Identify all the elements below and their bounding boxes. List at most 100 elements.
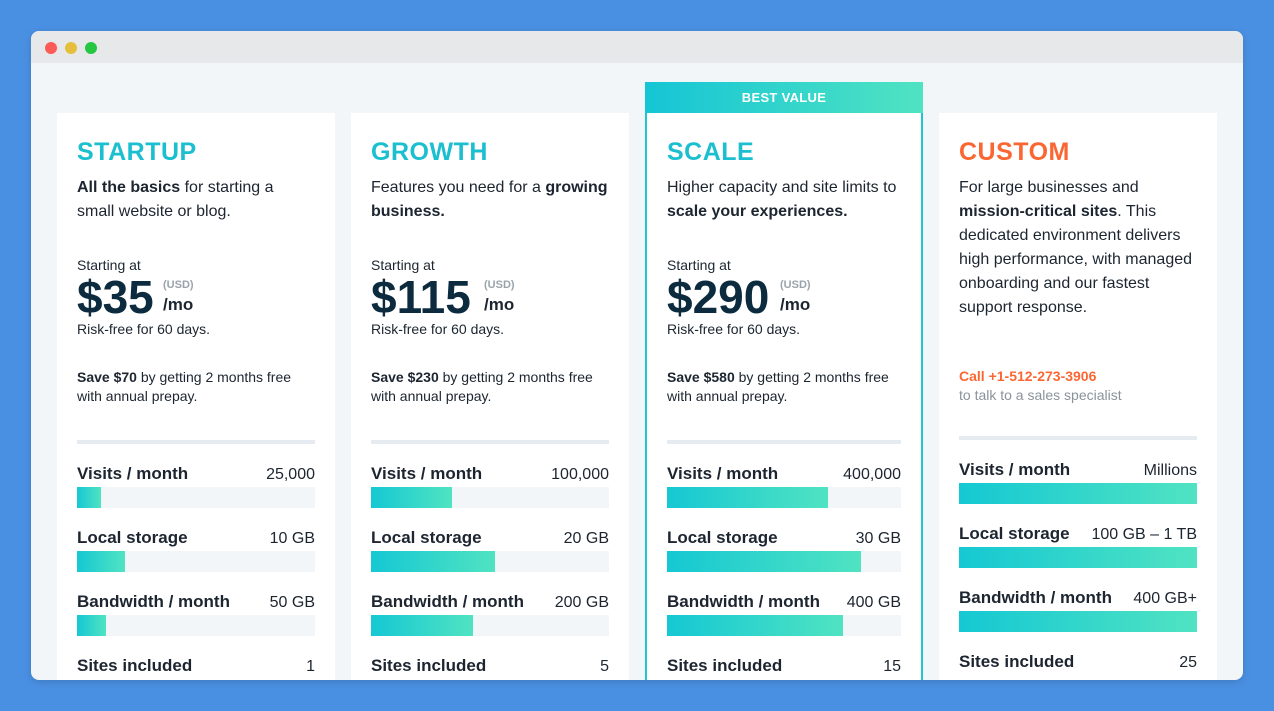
metric-bar-fill [77, 551, 125, 572]
price-amount: $35 [77, 271, 154, 323]
metric-bandwidth: Bandwidth / month 50 GB [77, 592, 315, 636]
minimize-window-dot[interactable] [65, 42, 77, 54]
metric-storage: Local storage 30 GB [667, 528, 901, 572]
metric-value: 30 GB [855, 530, 901, 547]
metric-bar-fill [959, 611, 1197, 632]
metric-bandwidth: Bandwidth / month 200 GB [371, 592, 609, 636]
metric-bar-fill [959, 547, 1197, 568]
divider [667, 440, 901, 444]
price-amount: $115 [371, 271, 471, 323]
sales-call-note: Call +1-512-273-3906 to talk to a sales … [959, 367, 1197, 405]
metric-value: 10 GB [269, 530, 315, 547]
metric-label: Visits / month [959, 460, 1071, 479]
sales-call-subtext: to talk to a sales specialist [959, 387, 1122, 403]
risk-free-note: Risk-free for 60 days. [77, 321, 211, 337]
metric-label: Sites included [667, 656, 783, 675]
plan-name: STARTUP [77, 138, 197, 166]
plan-card-custom: CUSTOM For large businesses and mission-… [939, 113, 1217, 680]
metric-bar-track [371, 487, 609, 508]
metric-label: Sites included [371, 656, 487, 675]
metric-value: 25 [1179, 654, 1197, 671]
metric-value: 200 GB [554, 594, 609, 611]
metric-visits: Visits / month 100,000 [371, 464, 609, 508]
metric-bar-fill [371, 487, 452, 508]
metric-bar-track [77, 551, 315, 572]
annual-savings-note: Save $580 by getting 2 months free with … [667, 369, 889, 404]
risk-free-note: Risk-free for 60 days. [371, 321, 505, 337]
price-row: $290 (USD) /mo [667, 273, 901, 321]
per-month-label: /mo [780, 295, 811, 314]
metric-bar-track [371, 615, 609, 636]
metric-label: Bandwidth / month [371, 592, 524, 611]
metric-value: 400 GB+ [1133, 590, 1197, 607]
window-titlebar [31, 31, 1243, 63]
metric-value: 50 GB [269, 594, 315, 611]
metric-bar-fill [667, 615, 843, 636]
metric-label: Bandwidth / month [959, 588, 1112, 607]
metric-label: Bandwidth / month [667, 592, 820, 611]
metric-value: 1 [306, 658, 315, 675]
metric-bar-track [371, 551, 609, 572]
metric-label: Visits / month [371, 464, 483, 483]
currency-label: (USD) [780, 279, 811, 291]
browser-window: STARTUP All the basics for starting a sm… [31, 31, 1243, 680]
maximize-window-dot[interactable] [85, 42, 97, 54]
metric-bar-fill [77, 487, 101, 508]
metric-visits: Visits / month 400,000 [667, 464, 901, 508]
metric-label: Bandwidth / month [77, 592, 230, 611]
close-window-dot[interactable] [45, 42, 57, 54]
metric-bar-fill [667, 551, 862, 572]
metric-sites: Sites included 5 [371, 656, 609, 678]
currency-label: (USD) [163, 279, 194, 291]
metric-visits: Visits / month 25,000 [77, 464, 315, 508]
metric-label: Local storage [959, 524, 1070, 543]
metric-bar-track [959, 611, 1197, 632]
starting-at-label: Starting at [77, 257, 141, 273]
metric-value: 15 [883, 658, 901, 675]
price-row: $115 (USD) /mo [371, 273, 609, 321]
metric-value: 25,000 [266, 466, 315, 483]
metric-bar-track [77, 487, 315, 508]
metric-label: Sites included [959, 652, 1075, 671]
metric-label: Visits / month [77, 464, 189, 483]
metric-bar-fill [371, 615, 474, 636]
plan-description: Higher capacity and site limits to scale… [667, 179, 897, 220]
metric-bar-track [959, 547, 1197, 568]
metric-label: Visits / month [667, 464, 779, 483]
metric-bar-track [667, 487, 901, 508]
currency-label: (USD) [484, 279, 515, 291]
plan-card-startup: STARTUP All the basics for starting a sm… [57, 113, 335, 680]
metric-storage: Local storage 10 GB [77, 528, 315, 572]
plan-description: Features you need for a growing business… [371, 179, 608, 220]
annual-savings-note: Save $70 by getting 2 months free with a… [77, 369, 292, 404]
per-month-label: /mo [484, 295, 515, 314]
plan-name: SCALE [667, 138, 755, 166]
metric-value: 400,000 [843, 466, 901, 483]
metric-bar-track [667, 615, 901, 636]
metric-bandwidth: Bandwidth / month 400 GB+ [959, 588, 1197, 632]
metric-label: Local storage [77, 528, 188, 547]
plan-description: For large businesses and mission-critica… [959, 179, 1193, 316]
starting-at-label: Starting at [371, 257, 435, 273]
metric-bar-fill [77, 615, 106, 636]
metric-value: 100,000 [551, 466, 609, 483]
sales-phone-link[interactable]: Call +1-512-273-3906 [959, 368, 1097, 384]
metric-bar-track [667, 551, 901, 572]
metric-value: 400 GB [846, 594, 901, 611]
best-value-ribbon: BEST VALUE [645, 82, 923, 113]
metric-label: Local storage [371, 528, 482, 547]
metric-storage: Local storage 100 GB – 1 TB [959, 524, 1197, 568]
metric-value: 20 GB [563, 530, 609, 547]
plan-description: All the basics for starting a small webs… [77, 179, 274, 220]
risk-free-note: Risk-free for 60 days. [667, 321, 801, 337]
metric-bar-fill [667, 487, 829, 508]
metric-value: 5 [600, 658, 609, 675]
metric-sites: Sites included 15 [667, 656, 901, 678]
metric-sites: Sites included 25 [959, 652, 1197, 674]
annual-savings-note: Save $230 by getting 2 months free with … [371, 369, 593, 404]
metric-bar-fill [371, 551, 495, 572]
metric-bar-fill [959, 483, 1197, 504]
plan-card-scale: SCALE Higher capacity and site limits to… [645, 113, 923, 680]
divider [77, 440, 315, 444]
metric-label: Local storage [667, 528, 778, 547]
